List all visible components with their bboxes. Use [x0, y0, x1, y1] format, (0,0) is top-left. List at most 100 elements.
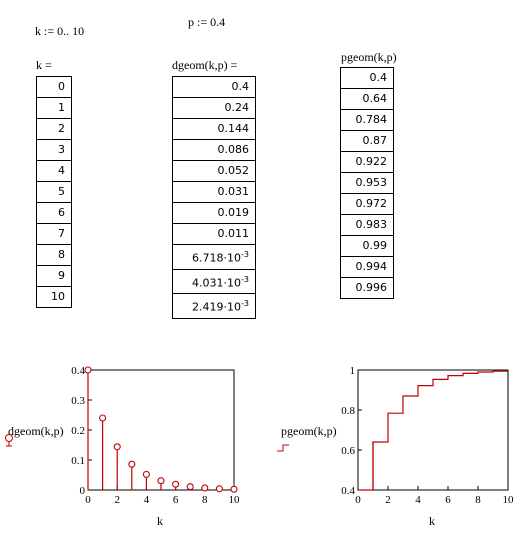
k-table-row: 0 — [36, 76, 72, 98]
dgeom-table-header: dgeom(k,p) = — [172, 58, 238, 72]
k-table-cell[interactable]: 3 — [36, 139, 72, 161]
stem-marker — [84, 366, 92, 374]
k-table-row: 8 — [36, 244, 72, 266]
dgeom-table-row: 4.031·10-3 — [172, 268, 256, 295]
x-tick-label: 0 — [85, 494, 91, 506]
k-table-cell[interactable]: 8 — [36, 244, 72, 266]
k-table-cell[interactable]: 7 — [36, 223, 72, 245]
pgeom-plot[interactable]: 0.4 0.6 0.8 1 0 2 4 6 8 10 — [340, 362, 520, 520]
stem-marker — [99, 414, 107, 422]
dgeom-table-cell[interactable]: 2.419·10-3 — [172, 293, 256, 319]
y-tick-label: 1 — [350, 365, 356, 377]
k-table-row: 4 — [36, 160, 72, 182]
dgeom-table-row: 0.011 — [172, 223, 256, 245]
dgeom-table-cell[interactable]: 0.052 — [172, 160, 256, 182]
dgeom-mantissa: 0.4 — [231, 80, 250, 93]
dgeom-plot[interactable]: 0 0.1 0.2 0.3 0.4 0 2 4 6 8 10 — [70, 362, 250, 520]
pgeom-plot-ylabel: pgeom(k,p) — [281, 424, 337, 438]
pgeom-table-row: 0.972 — [340, 193, 394, 215]
y-tick-label: 0 — [80, 485, 86, 497]
dgeom-table-cell[interactable]: 0.144 — [172, 118, 256, 140]
dgeom-table-cell[interactable]: 6.718·10-3 — [172, 244, 256, 270]
y-tick-label: 0.1 — [71, 455, 85, 467]
dgeom-table-cell[interactable]: 0.086 — [172, 139, 256, 161]
dgeom-exponent: -3 — [241, 250, 249, 259]
stem-marker — [215, 485, 223, 493]
dgeom-table-row: 0.24 — [172, 97, 256, 119]
step-line — [358, 370, 509, 491]
dgeom-table-row: 0.019 — [172, 202, 256, 224]
dgeom-table-cell[interactable]: 0.24 — [172, 97, 256, 119]
pgeom-table-cell[interactable]: 0.953 — [340, 172, 394, 194]
pgeom-table-cell[interactable]: 0.983 — [340, 214, 394, 236]
k-table-row: 9 — [36, 265, 72, 287]
pgeom-table-row: 0.784 — [340, 109, 394, 131]
dgeom-table-row: 6.718·10-3 — [172, 244, 256, 270]
pgeom-table-row: 0.953 — [340, 172, 394, 194]
k-table-row: 1 — [36, 97, 72, 119]
pgeom-table-cell[interactable]: 0.922 — [340, 151, 394, 173]
k-table-cell[interactable]: 0 — [36, 76, 72, 98]
x-tick-label: 10 — [503, 494, 515, 506]
dgeom-table-row: 0.086 — [172, 139, 256, 161]
dgeom-table-row: 0.052 — [172, 160, 256, 182]
dgeom-mantissa: 0.086 — [217, 143, 250, 156]
pgeom-table-cell[interactable]: 0.994 — [340, 256, 394, 278]
pgeom-table[interactable]: 0.4 0.64 0.784 0.87 0.922 0.953 0.972 0.983 0.99… — [340, 67, 394, 299]
pgeom-plot-xlabel: k — [429, 514, 435, 528]
dgeom-table-row: 0.4 — [172, 76, 256, 98]
pgeom-table-cell[interactable]: 0.972 — [340, 193, 394, 215]
pgeom-table-row: 0.87 — [340, 130, 394, 152]
k-table-cell[interactable]: 6 — [36, 202, 72, 224]
pgeom-table-cell[interactable]: 0.784 — [340, 109, 394, 131]
k-range-definition[interactable]: k := 0.. 10 — [35, 24, 85, 38]
pgeom-table-cell[interactable]: 0.99 — [340, 235, 394, 257]
pgeom-table-header: pgeom(k,p) — [341, 50, 397, 64]
dgeom-table-row: 0.144 — [172, 118, 256, 140]
stem-marker — [128, 460, 136, 468]
dgeom-table-cell[interactable]: 0.4 — [172, 76, 256, 98]
dgeom-table-cell[interactable]: 0.019 — [172, 202, 256, 224]
pgeom-table-cell[interactable]: 0.64 — [340, 88, 394, 110]
x-tick-label: 2 — [385, 494, 391, 506]
y-tick-label: 0.4 — [71, 365, 85, 377]
x-tick-label: 6 — [173, 494, 179, 506]
dgeom-mantissa: 2.419·10 — [192, 300, 242, 314]
dgeom-mantissa: 0.144 — [217, 122, 250, 135]
stem-marker — [186, 483, 194, 491]
stem-marker — [113, 443, 121, 451]
pgeom-table-row: 0.983 — [340, 214, 394, 236]
pgeom-table-cell[interactable]: 0.4 — [340, 67, 394, 89]
k-table-cell[interactable]: 5 — [36, 181, 72, 203]
stem-marker — [142, 470, 150, 478]
dgeom-legend-marker — [4, 432, 16, 451]
pgeom-table-row: 0.996 — [340, 277, 394, 299]
pgeom-table-row: 0.994 — [340, 256, 394, 278]
k-table-cell[interactable]: 2 — [36, 118, 72, 140]
dgeom-table-cell[interactable]: 0.011 — [172, 223, 256, 245]
x-tick-label: 8 — [475, 494, 481, 506]
dgeom-mantissa: 0.011 — [217, 227, 250, 240]
stem-marker — [172, 480, 180, 488]
k-table-row: 6 — [36, 202, 72, 224]
p-assignment[interactable]: p := 0.4 — [188, 15, 226, 29]
k-table-cell[interactable]: 1 — [36, 97, 72, 119]
stem-marker — [201, 484, 209, 492]
dgeom-mantissa: 0.24 — [224, 101, 250, 114]
dgeom-table[interactable]: 0.4 0.24 0.144 0.086 0.052 0.031 0.019 0.011 6.7… — [172, 76, 256, 319]
k-table-cell[interactable]: 10 — [36, 286, 72, 308]
k-table-cell[interactable]: 9 — [36, 265, 72, 287]
dgeom-mantissa: 6.718·10 — [192, 251, 242, 265]
pgeom-table-cell[interactable]: 0.87 — [340, 130, 394, 152]
dgeom-plot-ylabel: dgeom(k,p) — [8, 424, 64, 438]
k-table-row: 7 — [36, 223, 72, 245]
k-table-row: 2 — [36, 118, 72, 140]
dgeom-table-cell[interactable]: 4.031·10-3 — [172, 268, 256, 295]
k-table-cell[interactable]: 4 — [36, 160, 72, 182]
pgeom-table-cell[interactable]: 0.996 — [340, 277, 394, 299]
dgeom-plot-xlabel: k — [157, 514, 163, 528]
x-tick-label: 2 — [114, 494, 120, 506]
k-table[interactable]: 0 1 2 3 4 5 6 7 8 9 10 — [36, 76, 72, 308]
plot-frame — [357, 369, 509, 491]
dgeom-table-cell[interactable]: 0.031 — [172, 181, 256, 203]
